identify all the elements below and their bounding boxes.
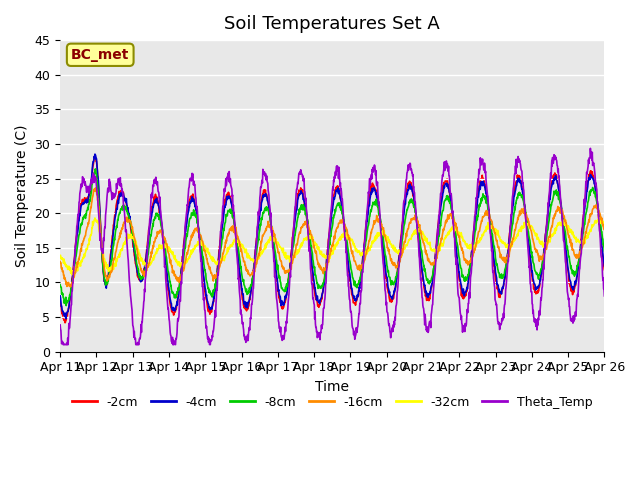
-2cm xyxy=(91,153,99,159)
-8cm xyxy=(536,269,544,275)
-32cm xyxy=(178,262,186,267)
-32cm xyxy=(239,241,246,247)
-8cm xyxy=(56,282,64,288)
-8cm xyxy=(239,277,246,283)
-8cm xyxy=(600,248,608,254)
Y-axis label: Soil Temperature (C): Soil Temperature (C) xyxy=(15,125,29,267)
-16cm xyxy=(178,271,186,277)
-32cm xyxy=(68,272,76,277)
-4cm xyxy=(600,263,608,269)
Theta_Temp xyxy=(178,281,186,287)
-4cm xyxy=(165,284,173,290)
-2cm xyxy=(61,320,69,325)
-4cm xyxy=(178,263,186,269)
-4cm xyxy=(91,151,99,157)
Line: -8cm: -8cm xyxy=(60,169,604,306)
-2cm xyxy=(165,289,173,295)
Text: BC_met: BC_met xyxy=(71,48,129,62)
-2cm xyxy=(488,246,496,252)
-2cm xyxy=(178,262,186,267)
Theta_Temp xyxy=(60,342,67,348)
Legend: -2cm, -4cm, -8cm, -16cm, -32cm, Theta_Temp: -2cm, -4cm, -8cm, -16cm, -32cm, Theta_Te… xyxy=(67,391,598,414)
-4cm xyxy=(239,291,246,297)
-4cm xyxy=(62,316,70,322)
-32cm xyxy=(488,224,496,229)
-16cm xyxy=(56,259,64,264)
-8cm xyxy=(165,270,173,276)
-4cm xyxy=(536,277,544,283)
-4cm xyxy=(56,293,64,299)
Line: -16cm: -16cm xyxy=(60,188,604,287)
-32cm xyxy=(600,224,608,229)
Theta_Temp xyxy=(600,293,608,299)
-8cm xyxy=(488,231,496,237)
-8cm xyxy=(62,303,70,309)
-16cm xyxy=(600,227,608,232)
Theta_Temp xyxy=(536,308,544,313)
Line: -2cm: -2cm xyxy=(60,156,604,323)
-4cm xyxy=(488,241,496,247)
-32cm xyxy=(596,215,604,220)
-32cm xyxy=(417,232,425,238)
-32cm xyxy=(164,245,172,251)
-2cm xyxy=(417,263,425,269)
-8cm xyxy=(417,248,425,253)
Theta_Temp xyxy=(488,246,496,252)
Theta_Temp xyxy=(417,275,425,281)
-16cm xyxy=(165,251,173,256)
Theta_Temp xyxy=(239,321,246,327)
-8cm xyxy=(178,267,186,273)
X-axis label: Time: Time xyxy=(316,380,349,394)
Line: Theta_Temp: Theta_Temp xyxy=(60,148,604,345)
-16cm xyxy=(417,230,425,236)
-2cm xyxy=(536,276,544,281)
Line: -4cm: -4cm xyxy=(60,154,604,319)
-16cm xyxy=(239,254,246,260)
-8cm xyxy=(92,166,99,172)
-16cm xyxy=(67,284,74,290)
Line: -32cm: -32cm xyxy=(60,217,604,275)
Theta_Temp xyxy=(164,305,172,311)
-2cm xyxy=(56,298,64,304)
-32cm xyxy=(56,252,64,258)
Theta_Temp xyxy=(586,145,594,151)
Title: Soil Temperatures Set A: Soil Temperatures Set A xyxy=(225,15,440,33)
-2cm xyxy=(239,297,246,302)
-32cm xyxy=(536,238,544,244)
-2cm xyxy=(600,267,608,273)
-16cm xyxy=(92,185,100,191)
Theta_Temp xyxy=(56,322,64,328)
-4cm xyxy=(417,262,425,268)
-16cm xyxy=(488,223,496,228)
-16cm xyxy=(536,256,544,262)
